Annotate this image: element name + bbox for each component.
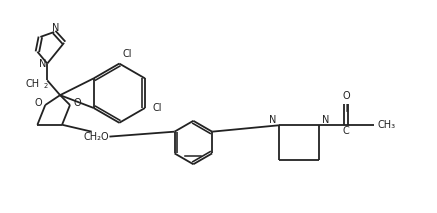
Text: N: N	[52, 23, 60, 33]
Text: Cl: Cl	[153, 103, 163, 113]
Text: ∥: ∥	[345, 102, 349, 111]
Text: CH₂O: CH₂O	[84, 132, 109, 142]
Text: N: N	[269, 115, 276, 125]
Text: CH₃: CH₃	[378, 120, 396, 130]
Text: 2: 2	[43, 83, 47, 89]
Text: O: O	[343, 91, 350, 101]
Text: N: N	[38, 59, 46, 69]
Text: C: C	[343, 126, 350, 136]
Text: N: N	[322, 115, 329, 125]
Text: Cl: Cl	[122, 49, 132, 59]
Text: O: O	[73, 98, 81, 108]
Text: O: O	[35, 98, 42, 108]
Text: CH: CH	[25, 79, 39, 89]
